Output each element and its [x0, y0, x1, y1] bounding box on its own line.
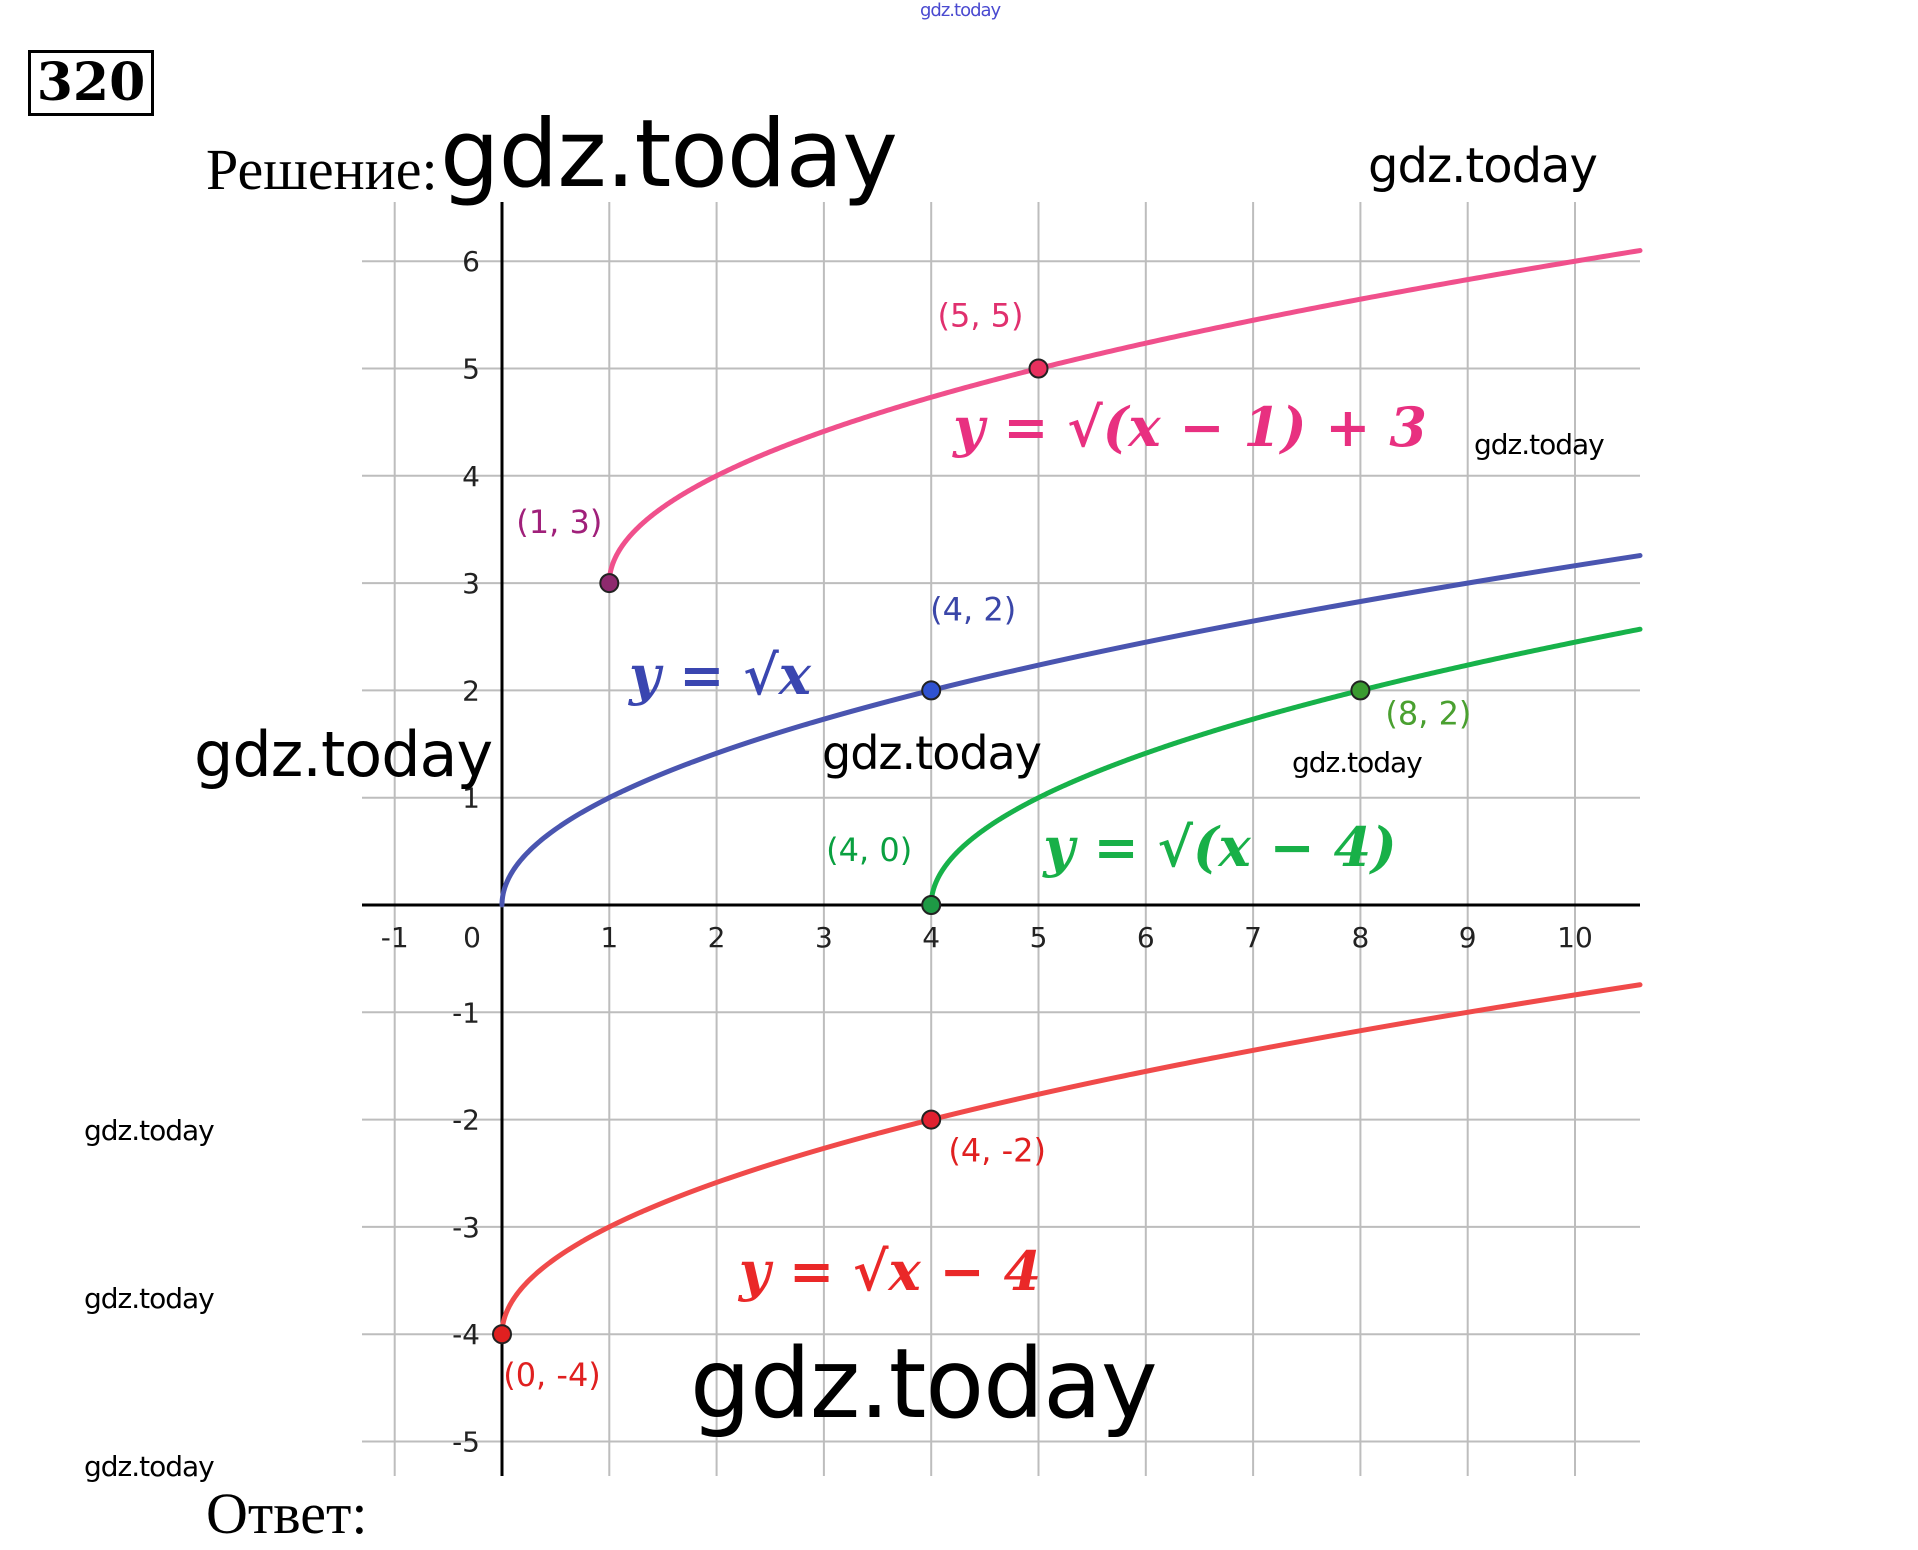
point-label: (4, 2)	[930, 590, 1016, 628]
point-marker	[492, 1324, 512, 1345]
x-tick-label: 10	[1557, 921, 1593, 954]
watermark-right: gdz.today	[1474, 428, 1605, 461]
formula-label: y = √x − 4	[738, 1239, 1041, 1303]
curve	[928, 626, 1643, 908]
y-tick-label: -3	[452, 1211, 480, 1244]
watermark-top: gdz.today	[920, 0, 1001, 21]
y-tick-label: 6	[462, 245, 480, 278]
x-tick-label: 9	[1459, 921, 1477, 954]
x-tick-label: 0	[463, 921, 481, 954]
solution-heading: Решение:	[206, 137, 438, 202]
y-tick-label: -1	[452, 996, 480, 1029]
marked-points: (1, 3) (5, 5) (4, 2) (4, 0) (8, 2) (4, -2) (0,…	[492, 297, 1471, 1394]
point-marker	[1028, 358, 1049, 379]
y-tick-label: 1	[462, 782, 480, 815]
point-label: (8, 2)	[1385, 694, 1471, 732]
watermark-middle: gdz.today	[822, 726, 1042, 780]
y-tick-label: 2	[462, 674, 480, 707]
formula-label: y = √(x − 1) + 3	[952, 395, 1427, 459]
grid	[362, 202, 1640, 1476]
x-tick-label: 2	[708, 921, 726, 954]
formula-label: y = √x	[628, 643, 812, 707]
point-marker	[921, 1109, 942, 1130]
formula-labels: y = √(x − 1) + 3 y = √x y = √(x − 4) y = √x…	[628, 395, 1427, 1303]
x-tick-label: 6	[1137, 921, 1155, 954]
x-tick-label: -1	[381, 921, 409, 954]
watermark-left-2: gdz.today	[84, 1282, 215, 1315]
point-label: (0, -4)	[503, 1356, 601, 1394]
formula-label: y = √(x − 4)	[1042, 815, 1396, 879]
x-tick-label: 3	[815, 921, 833, 954]
x-tick-label: 8	[1351, 921, 1369, 954]
curve	[499, 553, 1643, 908]
watermark-mid-right: gdz.today	[1292, 746, 1423, 779]
y-tick-label: 3	[462, 567, 480, 600]
watermark-left: gdz.today	[194, 718, 493, 791]
y-tick-label: -4	[452, 1318, 480, 1351]
point-marker	[1350, 680, 1371, 701]
watermark-top-right: gdz.today	[1368, 138, 1598, 194]
y-tick-label: -2	[452, 1104, 480, 1137]
watermark-left-3: gdz.today	[84, 1450, 215, 1483]
point-marker	[599, 573, 620, 594]
point-label: (5, 5)	[937, 297, 1023, 335]
curve	[606, 248, 1643, 586]
problem-number: 320	[28, 50, 154, 116]
point-label: (4, -2)	[948, 1132, 1046, 1170]
x-tick-label: 4	[922, 921, 940, 954]
watermark-heading: gdz.today	[440, 100, 898, 209]
y-tick-label: 5	[462, 353, 480, 386]
x-tick-label: 7	[1244, 921, 1262, 954]
curve	[499, 982, 1643, 1337]
y-tick-label: 4	[462, 460, 480, 493]
tick-labels: -1 0 1 2 3 4 5 6 7 8 9 10 -5 -4 -3 -2 -1 1 2 3 4 5 6	[381, 245, 1593, 1458]
answer-heading: Ответ:	[206, 1481, 368, 1546]
point-marker	[921, 680, 942, 701]
x-tick-label: 1	[600, 921, 618, 954]
watermark-bottom: gdz.today	[690, 1328, 1158, 1440]
point-label: (1, 3)	[516, 503, 602, 541]
curves	[499, 248, 1643, 1337]
watermark-left-1: gdz.today	[84, 1114, 215, 1147]
point-marker	[921, 895, 942, 915]
axes	[362, 202, 1640, 1476]
y-tick-label: -5	[452, 1426, 480, 1459]
x-tick-label: 5	[1030, 921, 1048, 954]
point-label: (4, 0)	[826, 831, 912, 869]
